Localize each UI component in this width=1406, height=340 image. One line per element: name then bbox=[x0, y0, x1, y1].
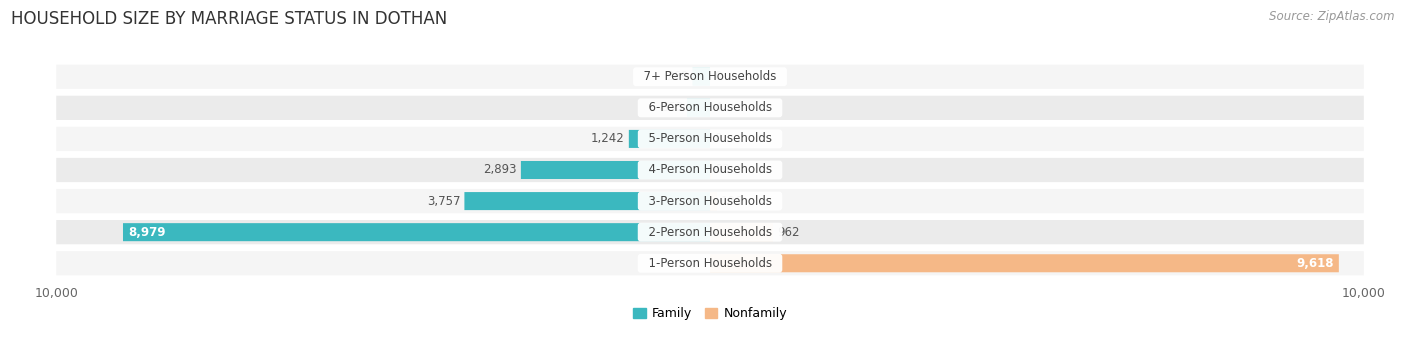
Text: 9,618: 9,618 bbox=[1296, 257, 1334, 270]
FancyBboxPatch shape bbox=[56, 189, 1364, 213]
Text: Source: ZipAtlas.com: Source: ZipAtlas.com bbox=[1270, 10, 1395, 23]
FancyBboxPatch shape bbox=[56, 251, 1364, 275]
Text: 106: 106 bbox=[721, 194, 744, 208]
FancyBboxPatch shape bbox=[520, 161, 710, 179]
Text: HOUSEHOLD SIZE BY MARRIAGE STATUS IN DOTHAN: HOUSEHOLD SIZE BY MARRIAGE STATUS IN DOT… bbox=[11, 10, 447, 28]
FancyBboxPatch shape bbox=[710, 223, 773, 241]
FancyBboxPatch shape bbox=[56, 65, 1364, 89]
Text: 4-Person Households: 4-Person Households bbox=[641, 164, 779, 176]
Text: 353: 353 bbox=[661, 101, 683, 114]
Text: 2-Person Households: 2-Person Households bbox=[641, 226, 779, 239]
Text: 5-Person Households: 5-Person Households bbox=[641, 132, 779, 146]
FancyBboxPatch shape bbox=[122, 223, 710, 241]
FancyBboxPatch shape bbox=[710, 161, 711, 179]
Text: 4: 4 bbox=[714, 101, 721, 114]
FancyBboxPatch shape bbox=[710, 254, 1339, 272]
Text: 962: 962 bbox=[778, 226, 800, 239]
FancyBboxPatch shape bbox=[692, 68, 710, 86]
Text: 22: 22 bbox=[716, 164, 730, 176]
Text: 8,979: 8,979 bbox=[128, 226, 166, 239]
Text: 1,242: 1,242 bbox=[591, 132, 624, 146]
Text: 3,757: 3,757 bbox=[427, 194, 461, 208]
FancyBboxPatch shape bbox=[56, 127, 1364, 151]
FancyBboxPatch shape bbox=[464, 192, 710, 210]
FancyBboxPatch shape bbox=[56, 220, 1364, 244]
Text: 3-Person Households: 3-Person Households bbox=[641, 194, 779, 208]
Text: 2,893: 2,893 bbox=[484, 164, 517, 176]
Text: 269: 269 bbox=[666, 70, 689, 83]
FancyBboxPatch shape bbox=[56, 96, 1364, 120]
Text: 6-Person Households: 6-Person Households bbox=[641, 101, 779, 114]
Text: 0: 0 bbox=[714, 70, 721, 83]
Text: 0: 0 bbox=[714, 132, 721, 146]
FancyBboxPatch shape bbox=[710, 192, 717, 210]
Text: 7+ Person Households: 7+ Person Households bbox=[636, 70, 785, 83]
Text: 1-Person Households: 1-Person Households bbox=[641, 257, 779, 270]
FancyBboxPatch shape bbox=[628, 130, 710, 148]
FancyBboxPatch shape bbox=[688, 99, 710, 117]
FancyBboxPatch shape bbox=[56, 158, 1364, 182]
Legend: Family, Nonfamily: Family, Nonfamily bbox=[633, 307, 787, 320]
